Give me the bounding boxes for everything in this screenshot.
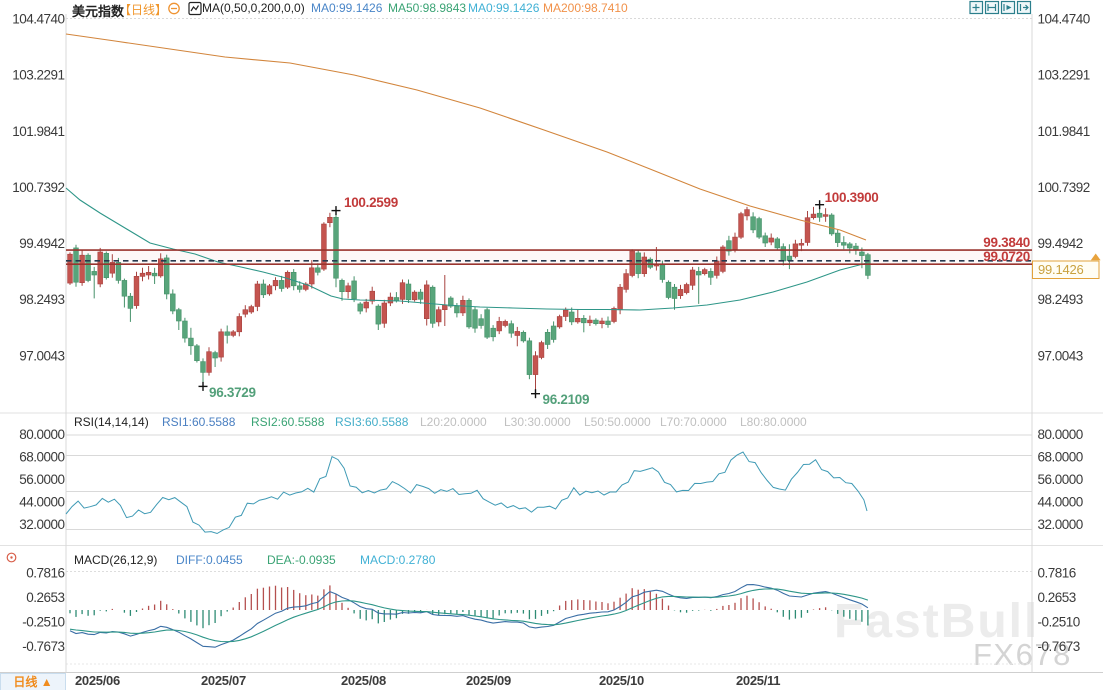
svg-text:68.0000: 68.0000 [1038,449,1083,464]
svg-text:56.0000: 56.0000 [1038,472,1083,487]
svg-text:68.0000: 68.0000 [19,449,64,464]
svg-text:-0.7673: -0.7673 [1038,639,1080,654]
svg-text:99.3840: 99.3840 [983,235,1030,250]
svg-text:104.4740: 104.4740 [12,12,64,27]
svg-text:99.4942: 99.4942 [19,236,64,251]
svg-text:44.0000: 44.0000 [19,495,64,510]
svg-text:-0.2510: -0.2510 [22,614,64,629]
svg-text:98.2493: 98.2493 [19,292,64,307]
svg-text:32.0000: 32.0000 [19,517,64,532]
svg-text:100.3900: 100.3900 [825,190,879,205]
svg-text:0.2653: 0.2653 [26,590,64,605]
svg-text:56.0000: 56.0000 [19,472,64,487]
svg-text:103.2291: 103.2291 [12,68,64,83]
svg-text:-0.7673: -0.7673 [22,639,64,654]
svg-text:44.0000: 44.0000 [1038,495,1083,510]
svg-text:99.1426: 99.1426 [1038,262,1084,277]
svg-text:0.2653: 0.2653 [1038,590,1076,605]
svg-text:101.9841: 101.9841 [1038,124,1090,139]
svg-text:97.0043: 97.0043 [1038,348,1083,363]
svg-text:0.7816: 0.7816 [26,566,64,581]
svg-text:97.0043: 97.0043 [19,348,64,363]
svg-text:100.7392: 100.7392 [1038,180,1090,195]
svg-text:104.4740: 104.4740 [1038,12,1090,27]
svg-text:32.0000: 32.0000 [1038,517,1083,532]
svg-text:101.9841: 101.9841 [12,124,64,139]
svg-text:80.0000: 80.0000 [1038,427,1083,442]
svg-text:99.0720: 99.0720 [983,249,1030,264]
svg-text:103.2291: 103.2291 [1038,68,1090,83]
svg-text:80.0000: 80.0000 [19,427,64,442]
svg-text:-0.2510: -0.2510 [1038,614,1080,629]
svg-text:0.7816: 0.7816 [1038,566,1076,581]
svg-text:99.4942: 99.4942 [1038,236,1083,251]
svg-text:98.2493: 98.2493 [1038,292,1083,307]
svg-text:96.3729: 96.3729 [209,385,256,400]
svg-text:100.2599: 100.2599 [344,195,398,210]
svg-text:100.7392: 100.7392 [12,180,64,195]
svg-text:96.2109: 96.2109 [543,392,590,407]
